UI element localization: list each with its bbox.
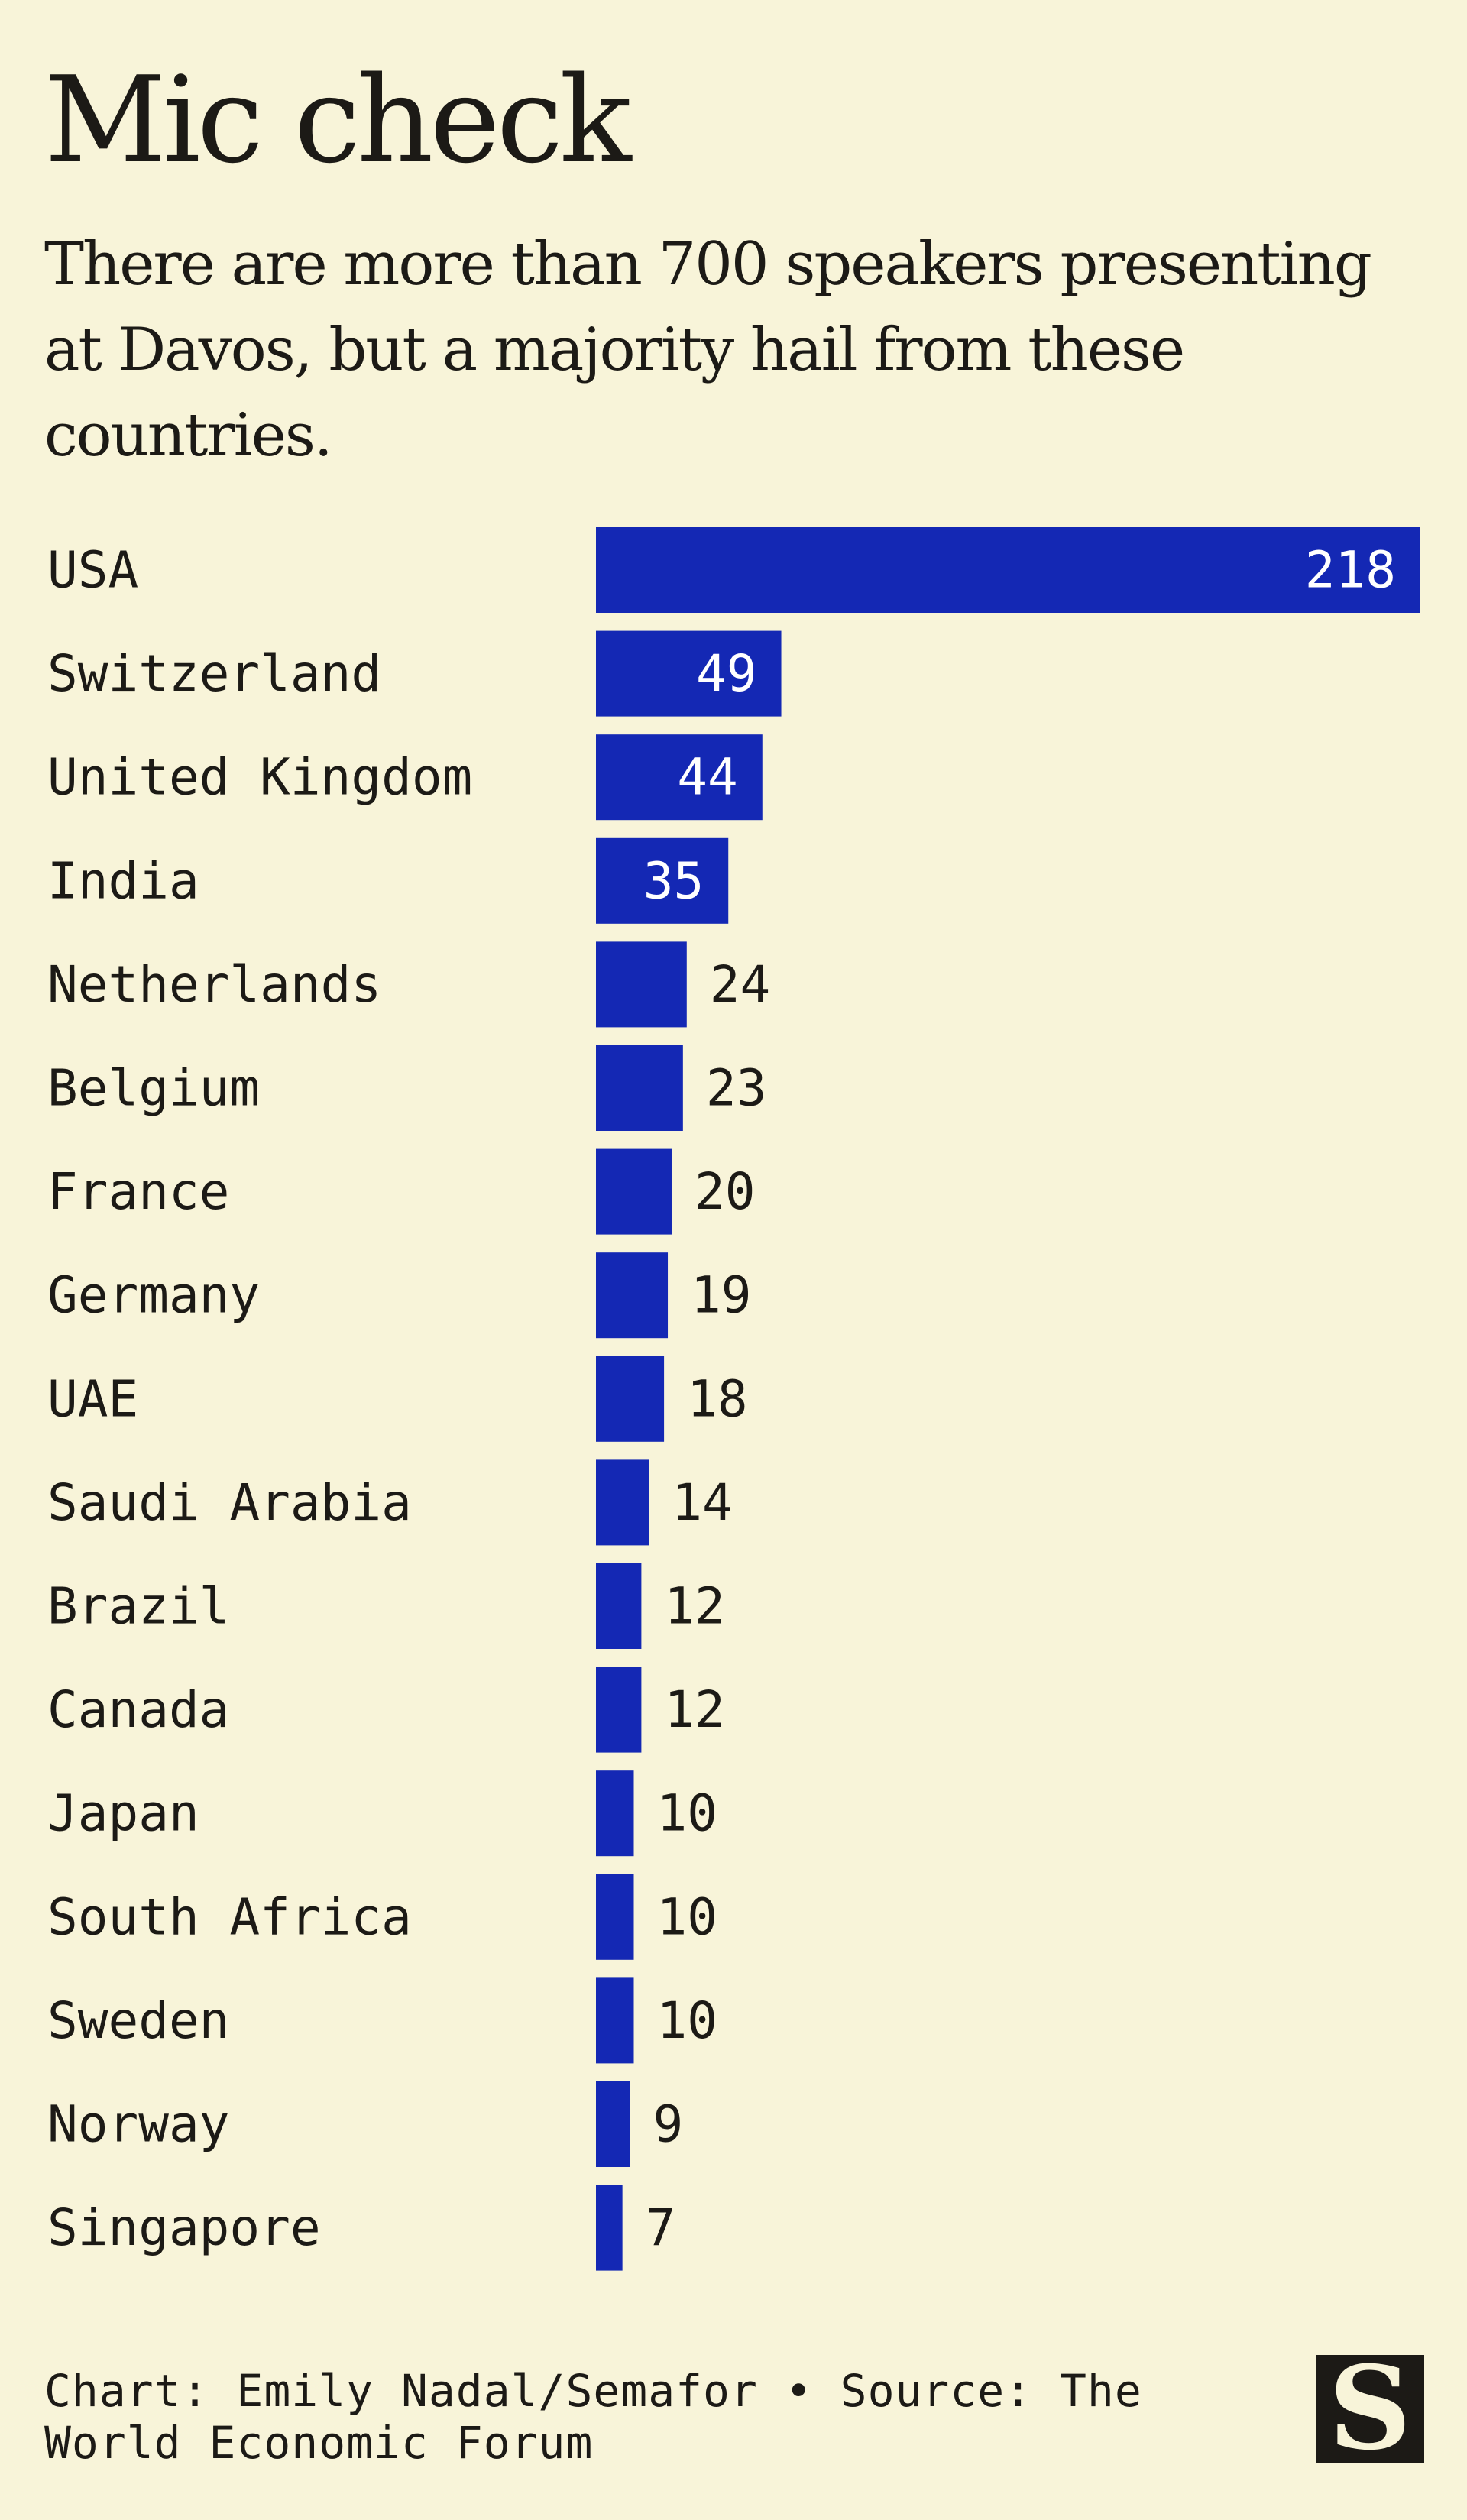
- category-label: Norway: [47, 2095, 229, 2154]
- bar: [596, 1563, 642, 1649]
- chart-subtitle: There are more than 700 speakers present…: [44, 230, 1372, 470]
- bar: [596, 1148, 672, 1235]
- value-label: 10: [656, 1784, 717, 1843]
- bar: [596, 1874, 634, 1960]
- category-label: Switzerland: [47, 644, 381, 703]
- category-label: USA: [47, 541, 138, 600]
- value-label: 218: [1305, 541, 1396, 600]
- bar: [596, 941, 687, 1028]
- value-label: 10: [656, 1887, 717, 1946]
- bar: [596, 1045, 683, 1131]
- category-label: Saudi Arabia: [47, 1473, 412, 1532]
- category-label: Germany: [47, 1266, 260, 1325]
- bar: [596, 2185, 623, 2271]
- semafor-s-logo-icon: S: [1316, 2355, 1424, 2463]
- chart-title: Mic check: [44, 50, 632, 189]
- value-label: 23: [706, 1059, 766, 1118]
- value-label: 12: [664, 1577, 724, 1636]
- category-label: Canada: [47, 1680, 229, 1739]
- category-label: UAE: [47, 1369, 138, 1428]
- value-label: 49: [696, 644, 756, 703]
- category-label: Brazil: [47, 1577, 229, 1636]
- bar: [596, 1459, 649, 1546]
- category-label: India: [47, 851, 199, 910]
- bar: [596, 1977, 634, 2064]
- bar: [596, 2081, 630, 2167]
- category-label: United Kingdom: [47, 748, 472, 807]
- value-label: 9: [653, 2095, 684, 2154]
- bar: [596, 1356, 665, 1442]
- category-label: Netherlands: [47, 955, 381, 1014]
- value-label: 35: [643, 851, 704, 910]
- value-label: 7: [646, 2198, 676, 2257]
- chart-credit: Chart: Emily Nadal/Semafor • Source: The…: [44, 2365, 1142, 2469]
- value-label: 19: [691, 1266, 751, 1325]
- value-label: 10: [656, 1991, 717, 2050]
- value-label: 12: [664, 1680, 724, 1739]
- bar-chart: USA 218 Switzerland 49 United Kingdom 44 India…: [47, 527, 1420, 2271]
- bar: [596, 734, 763, 821]
- bar: [596, 1667, 642, 1753]
- category-label: Sweden: [47, 1991, 229, 2050]
- category-label: France: [47, 1162, 229, 1221]
- value-label: 14: [672, 1473, 732, 1532]
- value-label: 44: [677, 748, 737, 807]
- value-label: 20: [695, 1162, 755, 1221]
- logo-letter: S: [1329, 2355, 1411, 2463]
- bar: [596, 527, 1420, 613]
- category-label: Singapore: [47, 2198, 321, 2257]
- value-label: 24: [710, 955, 770, 1014]
- bar: [596, 1252, 669, 1339]
- category-label: Belgium: [47, 1059, 260, 1118]
- bar: [596, 1770, 634, 1857]
- category-label: Japan: [47, 1784, 199, 1843]
- category-label: South Africa: [47, 1887, 412, 1946]
- value-label: 18: [687, 1369, 747, 1428]
- bar: [596, 837, 729, 924]
- bar: [596, 630, 782, 717]
